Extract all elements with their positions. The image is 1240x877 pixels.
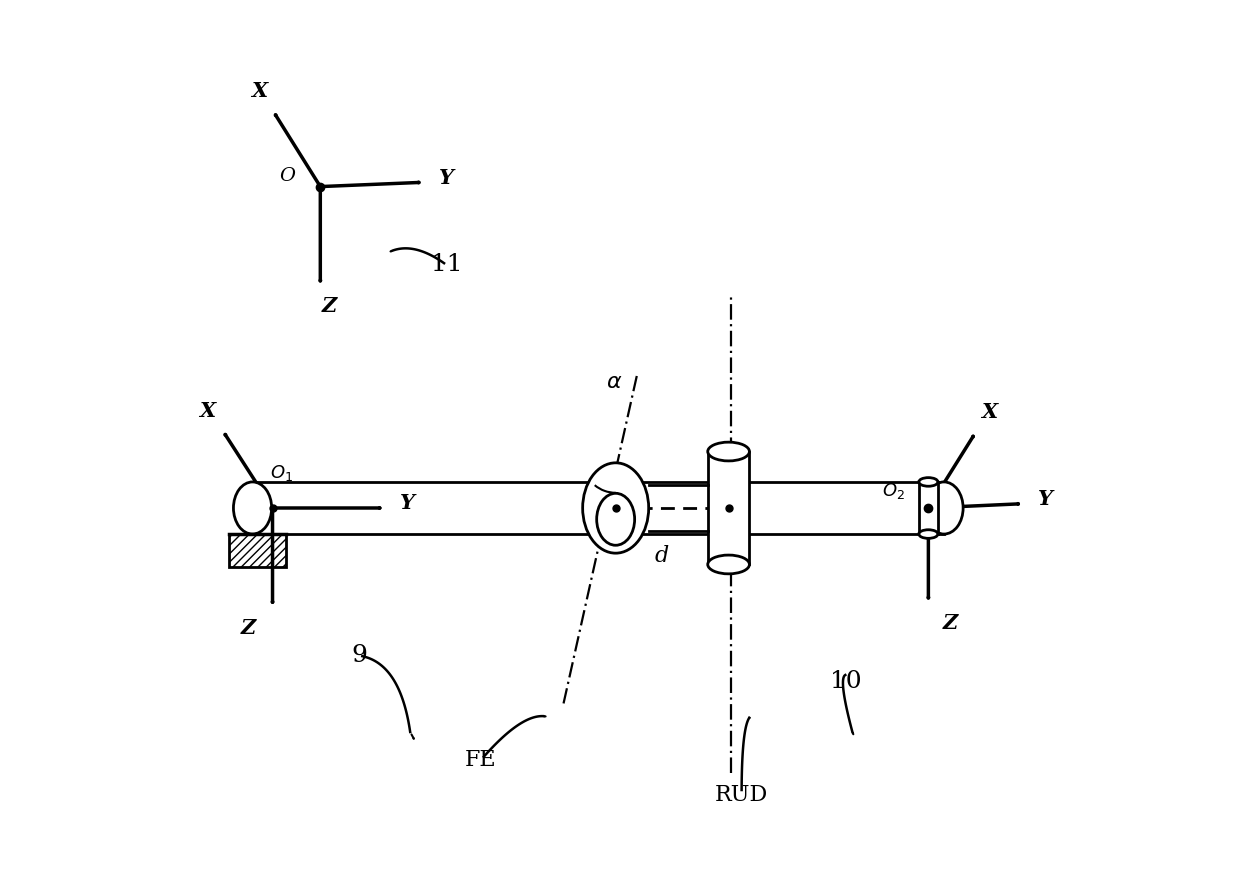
Text: X: X	[252, 81, 268, 101]
Ellipse shape	[925, 482, 963, 534]
Ellipse shape	[596, 494, 635, 545]
Bar	[229, 534, 285, 567]
Text: $O_1$: $O_1$	[269, 463, 293, 483]
Text: 11: 11	[430, 253, 463, 276]
Text: X: X	[200, 401, 216, 421]
Text: RUD: RUD	[715, 784, 769, 806]
Text: Y: Y	[439, 168, 454, 188]
Text: $\alpha$: $\alpha$	[605, 371, 622, 393]
Text: X: X	[981, 403, 997, 423]
Ellipse shape	[708, 442, 749, 461]
Text: Z: Z	[942, 613, 957, 632]
Ellipse shape	[919, 530, 937, 538]
Ellipse shape	[583, 463, 649, 553]
Ellipse shape	[708, 555, 749, 574]
Text: Y: Y	[1038, 489, 1053, 510]
Text: 10: 10	[830, 670, 862, 693]
Bar	[919, 482, 937, 534]
Text: O: O	[279, 168, 295, 185]
Text: Z: Z	[321, 296, 336, 317]
Text: FE: FE	[465, 749, 497, 771]
Text: $O_2$: $O_2$	[882, 481, 905, 501]
Ellipse shape	[233, 482, 272, 534]
Text: 9: 9	[351, 645, 367, 667]
Ellipse shape	[919, 478, 937, 486]
Bar	[708, 452, 749, 565]
Text: Y: Y	[399, 493, 414, 513]
Bar	[253, 482, 615, 534]
Text: d: d	[655, 545, 668, 567]
Text: Z: Z	[241, 618, 255, 638]
Bar	[625, 482, 944, 534]
